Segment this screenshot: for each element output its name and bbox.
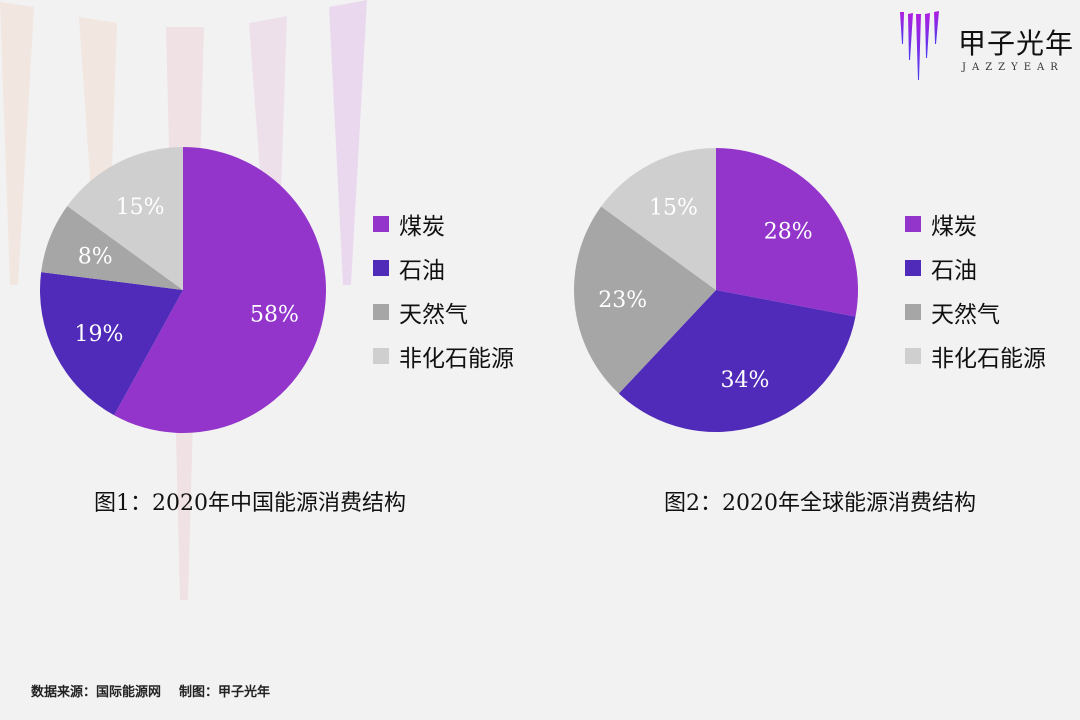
legend-swatch (905, 304, 921, 320)
pie-slice-label: 23% (598, 288, 647, 313)
pie-slice (114, 147, 326, 433)
logo-text-en: JAZZYEAR (962, 62, 1064, 73)
global-energy-pie-chart: 28% 34% 23% 15% (574, 148, 858, 432)
pie-slice (601, 148, 716, 290)
legend-item-gas: 天然气 (905, 290, 1046, 334)
legend-item-coal: 煤炭 (905, 202, 1046, 246)
legend-swatch (373, 216, 389, 232)
chart1-legend: 煤炭 石油 天然气 非化石能源 (373, 202, 514, 378)
legend-swatch (905, 348, 921, 364)
chart2-caption: 图2：2020年全球能源消费结构 (664, 491, 976, 516)
legend-item-oil: 石油 (373, 246, 514, 290)
pie-slice (716, 148, 858, 317)
logo-text-cn: 甲子光年 (958, 27, 1075, 60)
legend-swatch (905, 260, 921, 276)
pie-slice-label: 34% (721, 368, 770, 393)
chart1-caption: 图1：2020年中国能源消费结构 (94, 491, 406, 516)
pie-slice (67, 147, 183, 290)
legend-swatch (905, 216, 921, 232)
data-source-text: 数据来源：国际能源网 (31, 685, 162, 700)
pie-slice (574, 206, 716, 394)
made-by-text: 制图：甲子光年 (179, 685, 271, 700)
pie-slice (39, 272, 183, 416)
pie-slice-label: 8% (78, 244, 113, 269)
legend-item-gas: 天然气 (373, 290, 514, 334)
pie-slice-label: 15% (649, 195, 698, 220)
legend-swatch (373, 260, 389, 276)
logo-bars-icon (900, 11, 939, 80)
pie-slice-label: 19% (74, 322, 123, 347)
legend-item-oil: 石油 (905, 246, 1046, 290)
legend-swatch (373, 348, 389, 364)
legend-swatch (373, 304, 389, 320)
pie-slice (41, 205, 184, 290)
pie-slice (618, 290, 856, 432)
pie-slice-label: 58% (250, 302, 299, 327)
pie-slice-label: 15% (116, 195, 165, 220)
legend-item-nonfossil: 非化石能源 (373, 334, 514, 378)
china-energy-pie-chart: 58% 19% 8%15% (39, 147, 326, 433)
jazzyear-logo: 甲子光年 JAZZYEAR (896, 10, 1080, 80)
footer-source: 数据来源：国际能源网 制图：甲子光年 (31, 681, 288, 700)
chart2-legend: 煤炭 石油 天然气 非化石能源 (905, 202, 1046, 378)
pie-slice-label: 28% (764, 219, 813, 244)
legend-item-coal: 煤炭 (373, 202, 514, 246)
legend-item-nonfossil: 非化石能源 (905, 334, 1046, 378)
